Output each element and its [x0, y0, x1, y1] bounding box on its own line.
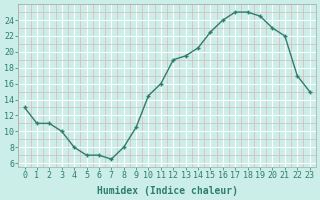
- X-axis label: Humidex (Indice chaleur): Humidex (Indice chaleur): [97, 186, 237, 196]
